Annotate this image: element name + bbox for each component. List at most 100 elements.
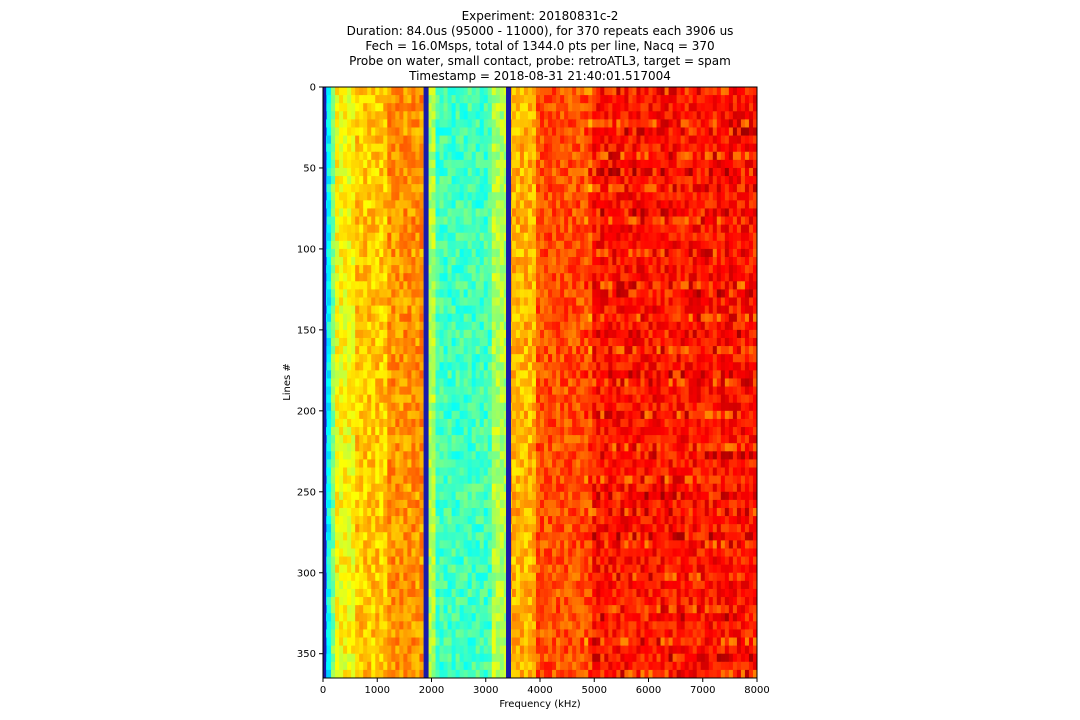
heatmap-cell (676, 224, 682, 234)
heatmap-cell (427, 297, 433, 307)
heatmap-cell (511, 167, 517, 177)
heatmap-cell (736, 176, 742, 185)
heatmap-cell (732, 418, 738, 428)
heatmap-cell (355, 240, 360, 250)
heatmap-cell (680, 240, 686, 250)
heatmap-cell (736, 362, 742, 371)
heatmap-cell (431, 248, 437, 258)
heatmap-cell (688, 394, 694, 404)
heatmap-cell (519, 184, 525, 193)
heatmap-cell (752, 143, 757, 153)
heatmap-cell (580, 410, 585, 420)
heatmap-cell (535, 337, 541, 347)
heatmap-cell (688, 167, 694, 177)
heatmap-cell (608, 240, 613, 250)
heatmap-cell (712, 329, 718, 339)
heatmap-cell (451, 208, 457, 218)
heatmap-cell (499, 427, 505, 436)
heatmap-cell (383, 200, 388, 210)
heatmap-cell (644, 273, 650, 282)
heatmap-cell (443, 451, 449, 461)
heatmap-cell (600, 297, 605, 307)
heatmap-cell (383, 346, 388, 355)
heatmap-cell (648, 151, 654, 161)
heatmap-cell (443, 184, 449, 193)
heatmap-cell (752, 232, 757, 242)
heatmap-cell (367, 313, 372, 323)
heatmap-cell (576, 337, 581, 347)
heatmap-cell (451, 273, 457, 282)
heatmap-cell (748, 289, 754, 299)
heatmap-cell (447, 418, 453, 428)
heatmap-cell (708, 354, 714, 363)
heatmap-cell (479, 321, 485, 331)
heatmap-cell (648, 427, 654, 436)
heatmap-cell (592, 200, 597, 210)
heatmap-cell (668, 386, 674, 396)
heatmap-cell (548, 435, 553, 444)
heatmap-cell (327, 265, 332, 274)
heatmap-cell (540, 240, 545, 250)
heatmap-cell (447, 240, 453, 250)
heatmap-cell (628, 103, 634, 112)
heatmap-cell (704, 337, 710, 347)
heatmap-cell (403, 354, 408, 363)
heatmap-cell (523, 281, 529, 290)
heatmap-cell (592, 354, 597, 363)
heatmap-cell (628, 232, 634, 242)
heatmap-cell (684, 427, 690, 436)
heatmap-cell (511, 240, 517, 250)
heatmap-cell (419, 435, 425, 444)
heatmap-cell (335, 427, 340, 436)
heatmap-cell (335, 337, 340, 347)
heatmap-cell (576, 297, 581, 307)
heatmap-cell (499, 402, 505, 412)
heatmap-cell (608, 200, 613, 210)
heatmap-cell (688, 297, 694, 307)
heatmap-cell (343, 135, 348, 145)
heatmap-cell (672, 418, 678, 428)
heatmap-cell (728, 248, 734, 258)
heatmap-cell (499, 167, 505, 177)
heatmap-cell (700, 394, 706, 404)
heatmap-cell (652, 346, 658, 355)
heatmap-cell (624, 87, 630, 96)
heatmap-cell (399, 257, 404, 266)
heatmap-cell (511, 281, 517, 290)
heatmap-cell (483, 159, 489, 169)
heatmap-cell (343, 224, 348, 234)
heatmap-cell (515, 232, 521, 242)
heatmap-cell (676, 362, 682, 371)
heatmap-cell (471, 248, 477, 258)
heatmap-cell (688, 240, 694, 250)
heatmap-cell (732, 159, 738, 169)
heatmap-cell (455, 329, 461, 339)
heatmap-cell (431, 208, 437, 218)
heatmap-cell (592, 151, 597, 161)
heatmap-cell (459, 224, 465, 234)
heatmap-cell (684, 410, 690, 420)
heatmap-cell (624, 418, 630, 428)
heatmap-cell (672, 87, 678, 96)
heatmap-cell (620, 386, 625, 396)
heatmap-cell (339, 143, 344, 153)
heatmap-cell (540, 111, 545, 120)
heatmap-cell (531, 346, 537, 355)
heatmap-cell (668, 305, 674, 315)
heatmap-cell (415, 362, 421, 371)
heatmap-cell (395, 435, 400, 444)
heatmap-cell (680, 418, 686, 428)
heatmap-cell (367, 143, 372, 153)
heatmap-cell (379, 305, 384, 315)
heatmap-cell (487, 362, 493, 371)
heatmap-cell (375, 362, 380, 371)
heatmap-cell (692, 95, 698, 104)
heatmap-cell (439, 135, 445, 145)
heatmap-cell (676, 297, 682, 307)
heatmap-cell (624, 127, 630, 137)
heatmap-cell (403, 232, 408, 242)
heatmap-cell (391, 402, 396, 412)
heatmap-cell (632, 176, 638, 185)
heatmap-cell (515, 451, 521, 461)
heatmap-cell (604, 232, 609, 242)
